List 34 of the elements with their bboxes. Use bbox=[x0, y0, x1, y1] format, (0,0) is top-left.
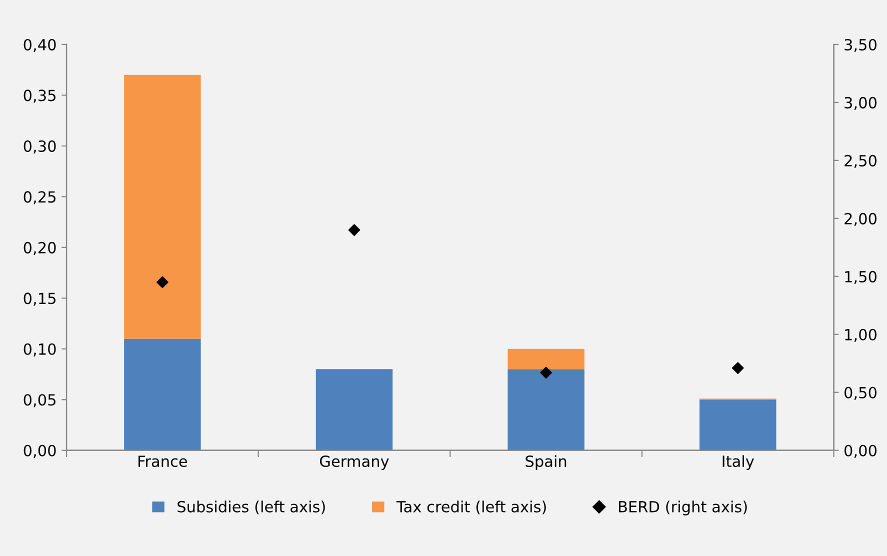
y2-tick-label: 3,00 bbox=[844, 96, 877, 110]
bar bbox=[508, 369, 584, 450]
y2-tick-label: 0,50 bbox=[844, 386, 877, 400]
bar bbox=[124, 74, 201, 339]
point bbox=[348, 224, 360, 236]
legend-label: Tax credit (left axis) bbox=[396, 500, 546, 514]
x-tick-label: Spain bbox=[526, 455, 566, 470]
y2-tick-label: 2,00 bbox=[844, 212, 877, 226]
y2-tick-label: 1,50 bbox=[845, 270, 877, 284]
y-tick-label: 0,30 bbox=[24, 140, 56, 154]
y-tick-label: 0,35 bbox=[24, 90, 56, 103]
y2-tick-label: 3,50 bbox=[844, 38, 877, 52]
y2-tick-label: 0,00 bbox=[844, 444, 877, 458]
x-tick-label: France bbox=[138, 456, 188, 468]
legend-label: BERD (right axis) bbox=[618, 500, 747, 516]
y-tick-label: 0,00 bbox=[24, 444, 56, 458]
bar bbox=[700, 400, 776, 450]
point bbox=[732, 362, 744, 374]
bar bbox=[508, 348, 584, 370]
x-tick-label: Germany bbox=[320, 455, 389, 470]
y-tick-label: 0,25 bbox=[24, 191, 56, 204]
y2-tick-label: 2,50 bbox=[844, 154, 877, 168]
y-tick-label: 0,10 bbox=[24, 343, 56, 356]
y-tick-label: 0,20 bbox=[24, 242, 56, 255]
y-tick-label: 0,05 bbox=[24, 394, 56, 408]
bar bbox=[124, 338, 201, 450]
y-tick-label: 0,15 bbox=[24, 292, 56, 306]
legend-label: Subsidies (left axis) bbox=[178, 500, 325, 514]
point bbox=[156, 276, 168, 288]
point bbox=[540, 366, 552, 379]
y2-tick-label: 1,00 bbox=[845, 328, 877, 342]
y-tick-label: 0,40 bbox=[24, 38, 56, 52]
x-tick-label: Italy bbox=[722, 455, 754, 470]
bar bbox=[316, 369, 393, 450]
